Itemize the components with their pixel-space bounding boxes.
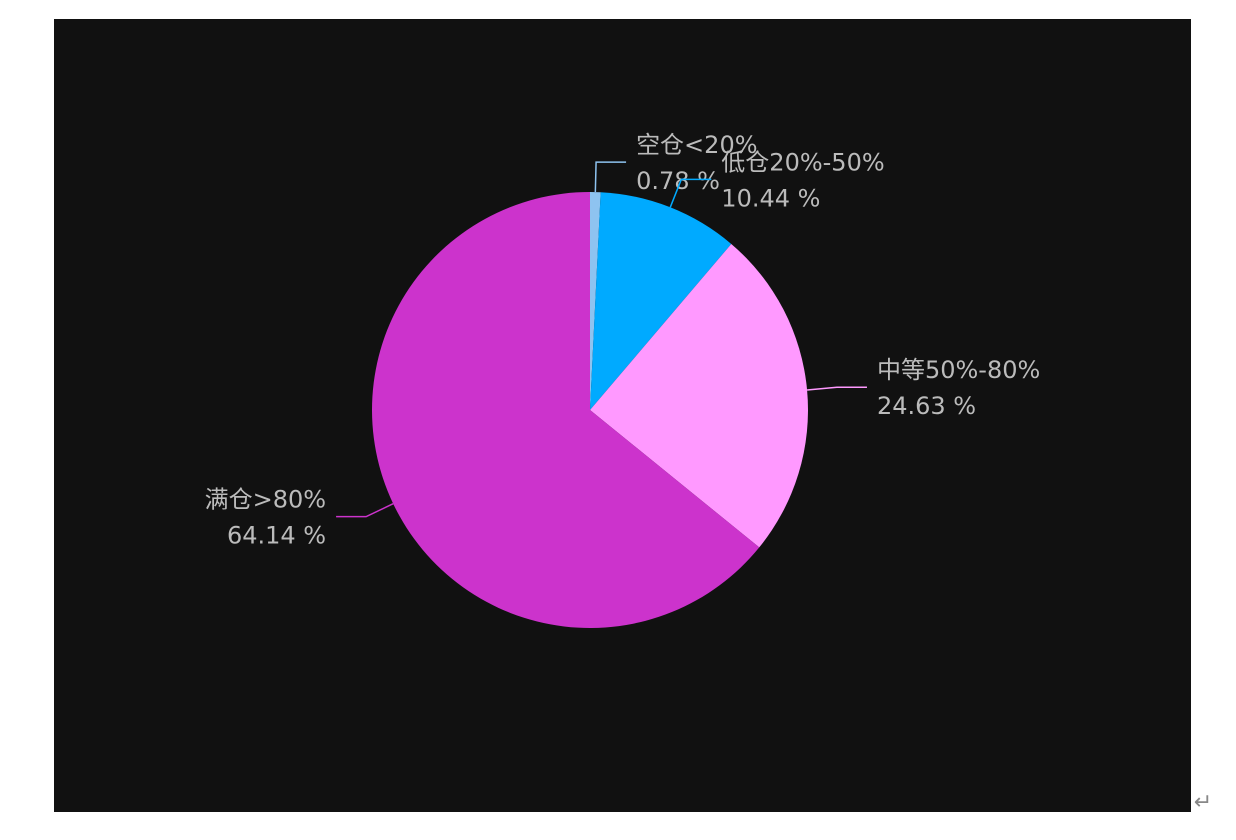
pie-slice — [590, 192, 601, 410]
value-label: 0.78 % — [636, 167, 720, 195]
label-line — [336, 503, 394, 518]
slice-label: 满仓>80% — [205, 486, 326, 514]
slice-label: 空仓<20% — [636, 131, 757, 159]
pie-slice — [590, 192, 732, 410]
value-label: 64.14 % — [227, 522, 326, 550]
slice-label: 中等50%-80% — [877, 356, 1040, 384]
pie-slice — [590, 243, 808, 548]
return-mark: ↵ — [1194, 790, 1212, 815]
slice-label: 低仓20%-50% — [721, 148, 884, 176]
pie-slice — [371, 192, 760, 629]
label-line — [669, 178, 712, 208]
label-line — [594, 161, 627, 193]
label-line — [807, 386, 867, 391]
value-label: 24.63 % — [877, 392, 976, 420]
value-label: 10.44 % — [721, 184, 820, 212]
